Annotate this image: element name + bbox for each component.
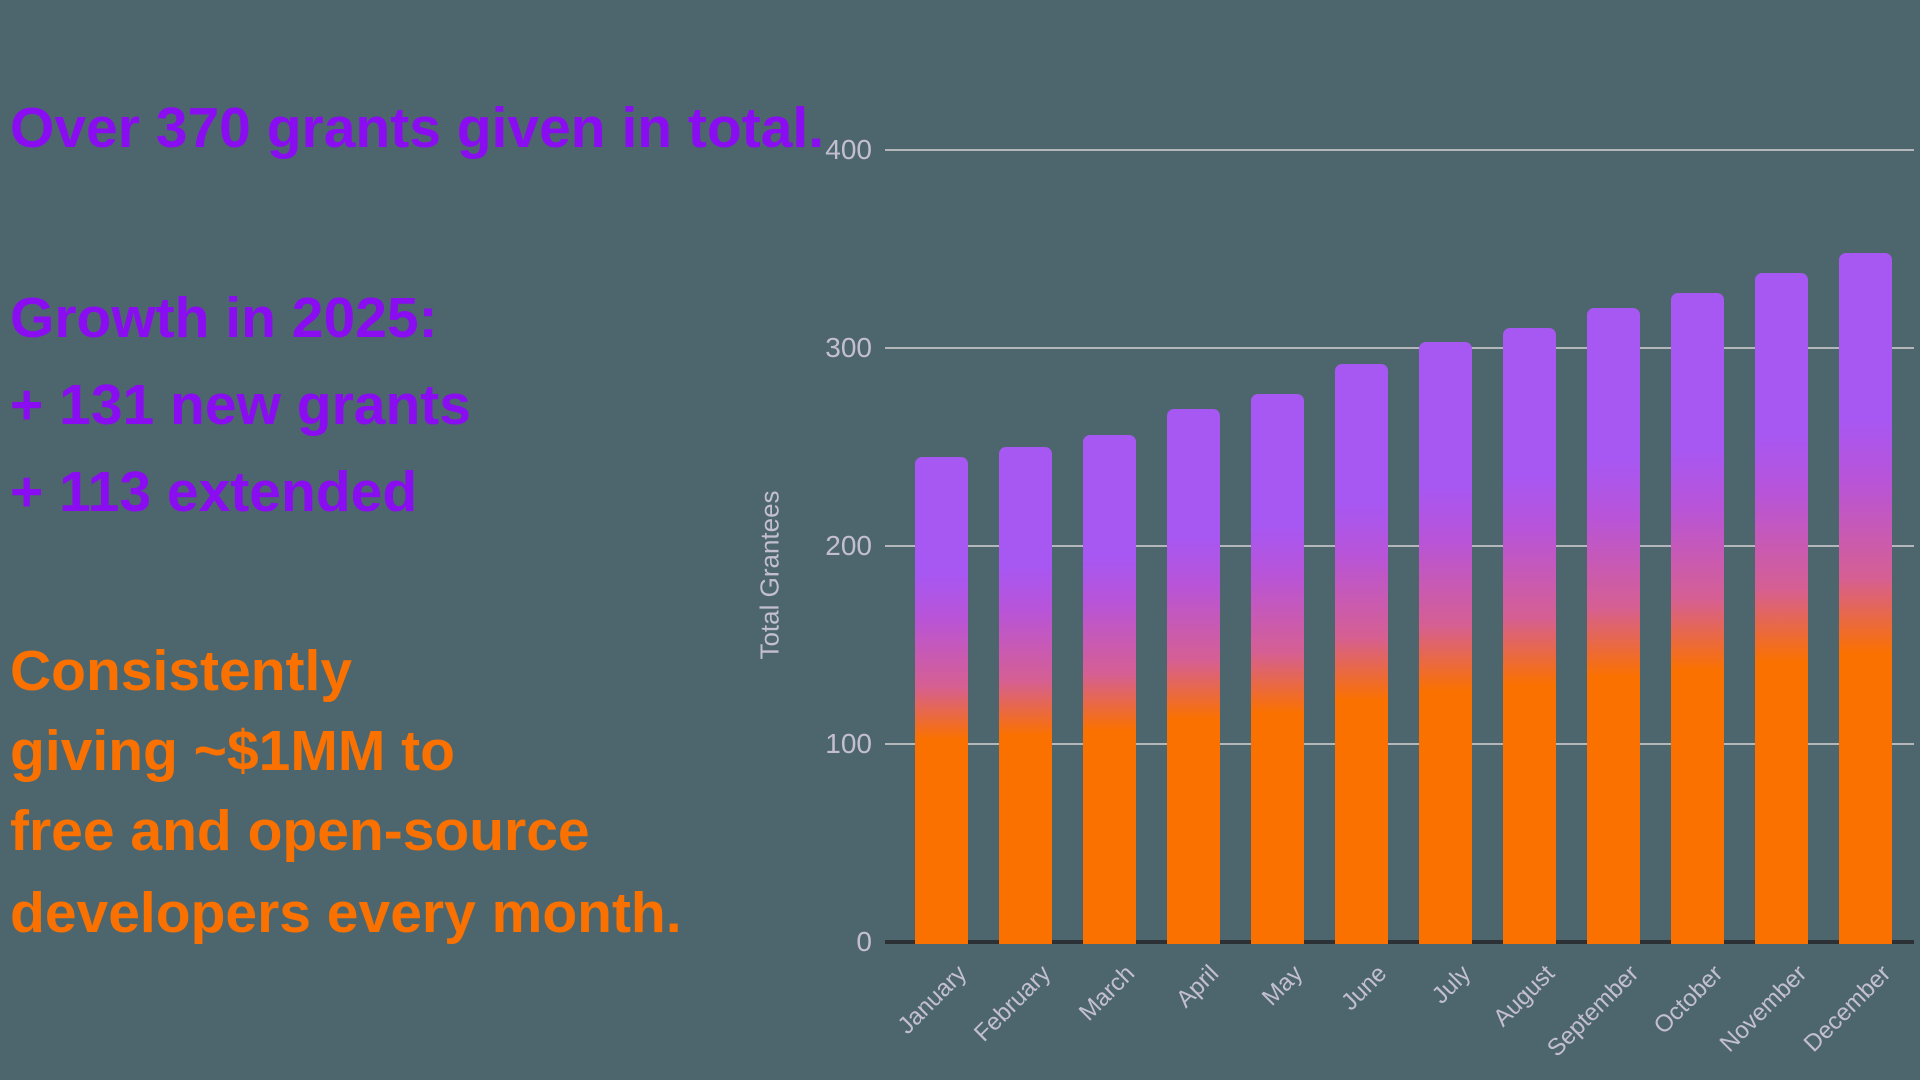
stat-extended-grants: + 113 extended — [10, 460, 418, 524]
y-tick-label-100: 100 — [825, 728, 872, 759]
stat-total-grants: Over 370 grants given in total. — [10, 96, 825, 160]
x-label-march: March — [1073, 960, 1141, 1027]
bar-june — [1334, 363, 1388, 944]
bar-march — [1082, 435, 1136, 944]
y-tick-label-200: 200 — [825, 530, 872, 561]
stat-growth-heading: Growth in 2025: — [10, 286, 438, 350]
gridline-200 — [885, 545, 1914, 547]
gridline-100 — [885, 743, 1914, 745]
stat-giving-line-3: free and open-source — [10, 799, 590, 863]
bar-october — [1670, 292, 1724, 944]
bar-may — [1250, 393, 1304, 944]
x-label-october: October — [1648, 960, 1729, 1040]
x-axis-baseline — [885, 940, 1914, 944]
stat-new-grants: + 131 new grants — [10, 373, 471, 437]
y-tick-label-0: 0 — [856, 926, 872, 957]
x-label-august: August — [1488, 960, 1561, 1032]
bar-september — [1586, 308, 1640, 944]
x-label-april: April — [1171, 960, 1225, 1014]
y-tick-label-300: 300 — [825, 332, 872, 363]
x-label-july: July — [1426, 960, 1477, 1010]
x-label-june: June — [1336, 960, 1393, 1016]
x-label-december: December — [1798, 960, 1897, 1058]
gridline-400 — [885, 149, 1914, 151]
stat-giving-line-2: giving ~$1MM to — [10, 719, 455, 783]
bar-august — [1502, 328, 1556, 944]
y-axis-title: Total Grantees — [754, 490, 785, 660]
stat-giving-line-4: developers every month. — [10, 881, 682, 945]
gridline-300 — [885, 347, 1914, 349]
bar-april — [1166, 409, 1220, 944]
x-label-january: January — [892, 960, 973, 1040]
x-label-february: February — [969, 960, 1057, 1048]
bar-december — [1838, 252, 1892, 944]
bar-july — [1418, 342, 1472, 944]
x-label-november: November — [1714, 960, 1813, 1058]
stat-giving-line-1: Consistently — [10, 639, 353, 703]
y-tick-label-400: 400 — [825, 134, 872, 165]
x-label-may: May — [1256, 960, 1309, 1012]
bar-january — [914, 456, 968, 944]
bar-november — [1754, 272, 1808, 944]
bar-february — [998, 447, 1052, 944]
